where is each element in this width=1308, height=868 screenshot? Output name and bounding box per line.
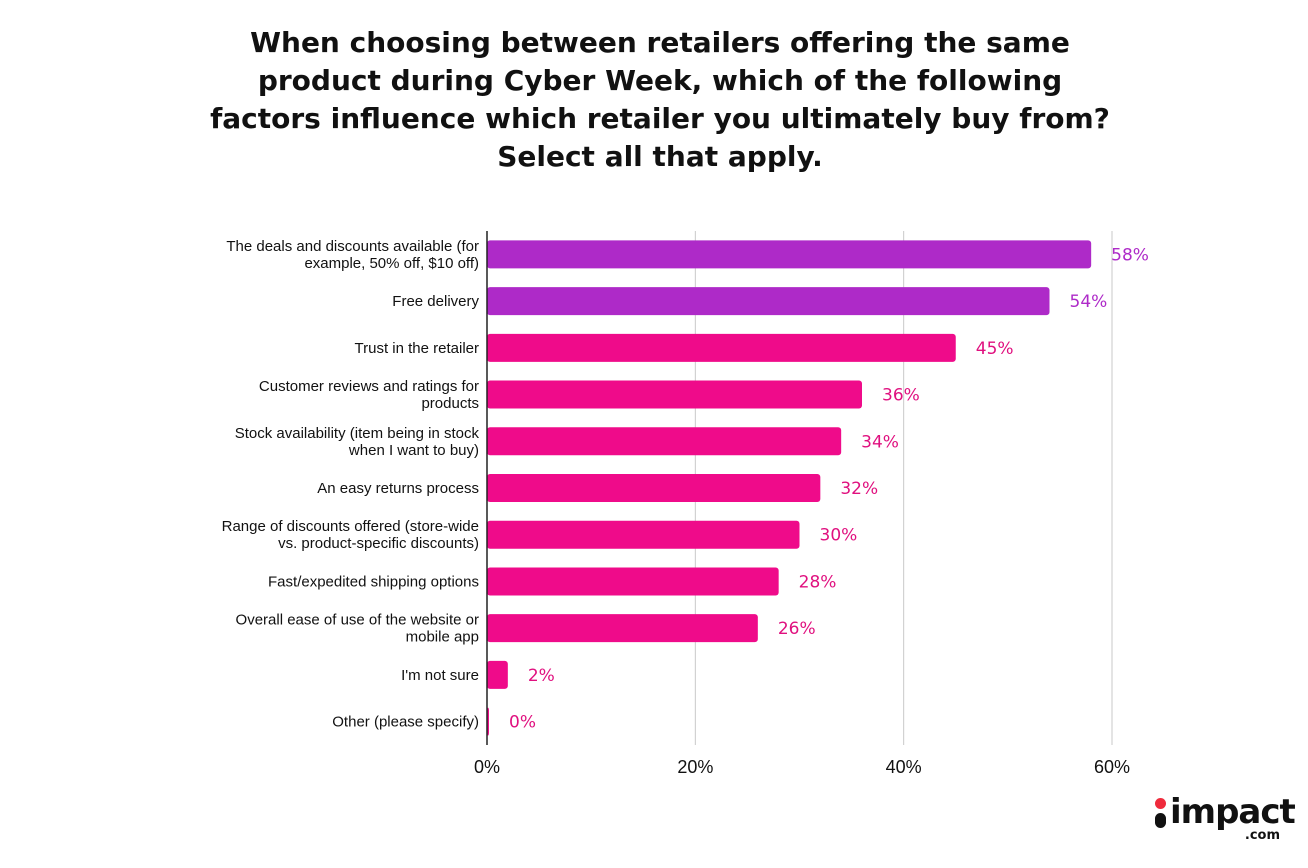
x-tick-label-1: 20% [677, 757, 713, 777]
x-tick-label-0: 0% [474, 757, 500, 777]
x-tick-label-2: 40% [886, 757, 922, 777]
bar-7 [487, 567, 779, 596]
category-label-9-0: I'm not sure [401, 667, 479, 684]
bar-8 [487, 614, 758, 643]
chart-title-line-2: product during Cyber Week, which of the … [257, 64, 1063, 97]
impact-logo: impact .com [1150, 792, 1296, 852]
chart-title-line-1: When choosing between retailers offering… [250, 26, 1070, 59]
bar-2 [487, 333, 956, 362]
data-label-3: 36% [882, 386, 920, 406]
category-label-0-0: The deals and discounts available (for [226, 238, 479, 255]
chart-title-line-3: factors influence which retailer you ult… [210, 102, 1110, 135]
category-label-4-0: Stock availability (item being in stock [235, 425, 480, 442]
category-label-6-1: vs. product-specific discounts) [278, 535, 479, 552]
data-label-9: 2% [528, 666, 555, 686]
bar-4 [487, 427, 842, 456]
bar-6 [487, 520, 800, 549]
category-label-8-1: mobile app [406, 629, 479, 646]
chart-title: When choosing between retailers offering… [190, 24, 1130, 176]
category-label-3-0: Customer reviews and ratings for [259, 378, 479, 395]
bar-1 [487, 287, 1050, 316]
data-label-2: 45% [976, 339, 1014, 359]
data-label-5: 32% [840, 479, 878, 499]
data-label-7: 28% [799, 572, 837, 592]
data-label-1: 54% [1070, 292, 1108, 312]
bar-0 [487, 240, 1092, 269]
bar-5 [487, 474, 821, 502]
logo-wordmark: impact [1170, 792, 1296, 832]
logo-red-dot-icon [1155, 798, 1166, 809]
logo-tld: .com [1244, 828, 1280, 843]
category-label-6-0: Range of discounts offered (store-wide [222, 518, 479, 535]
data-label-4: 34% [861, 432, 899, 452]
x-tick-label-3: 60% [1094, 757, 1130, 777]
category-label-4-1: when I want to buy) [348, 442, 479, 459]
category-label-0-1: example, 50% off, $10 off) [304, 255, 479, 272]
category-label-2-0: Trust in the retailer [355, 340, 480, 357]
data-label-10: 0% [509, 713, 536, 733]
bar-3 [487, 380, 862, 409]
category-label-1-0: Free delivery [392, 293, 479, 310]
category-label-5-0: An easy returns process [317, 480, 479, 497]
bar-9 [487, 660, 508, 689]
category-label-8-0: Overall ease of use of the website or [236, 612, 479, 629]
chart-title-line-4: Select all that apply. [497, 140, 823, 173]
data-label-8: 26% [778, 619, 816, 639]
category-label-10-0: Other (please specify) [332, 714, 479, 731]
category-label-3-1: products [421, 395, 479, 412]
data-label-6: 30% [820, 526, 858, 546]
data-label-0: 58% [1111, 245, 1149, 265]
category-label-7-0: Fast/expedited shipping options [268, 573, 479, 590]
logo-black-dot-icon [1155, 813, 1166, 828]
